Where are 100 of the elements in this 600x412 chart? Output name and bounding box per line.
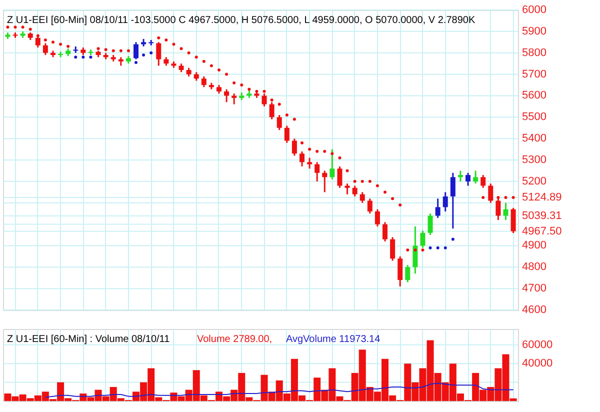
candlestick (352, 184, 358, 198)
point (51, 40, 54, 44)
point (248, 88, 251, 91)
point (398, 204, 402, 206)
candlestick (344, 182, 350, 196)
point (451, 238, 454, 241)
point (360, 180, 364, 183)
point (150, 51, 153, 54)
candlestick (428, 212, 433, 236)
candlestick (442, 191, 448, 212)
point (270, 98, 274, 102)
y-tick-label: 5900 (522, 25, 546, 38)
candlestick (201, 76, 206, 88)
point (444, 246, 447, 250)
y-tick-label: 5700 (522, 68, 546, 80)
candlestick (292, 138, 297, 156)
y-tick-label: 60000 (522, 338, 553, 351)
point (482, 196, 485, 199)
y-tick-label: 5500 (522, 111, 546, 124)
point (82, 56, 85, 59)
point (6, 26, 10, 29)
point (255, 90, 258, 93)
candlestick (473, 170, 478, 184)
y-tick-label: 40000 (522, 358, 553, 370)
y-tick-label: 5400 (522, 132, 546, 145)
y-tick-label: 5800 (522, 46, 546, 59)
point (278, 102, 281, 106)
point (406, 248, 410, 252)
candlestick (374, 208, 380, 228)
point (368, 180, 372, 183)
point (164, 38, 168, 42)
point (316, 150, 319, 153)
point (74, 56, 78, 59)
y-tick-label: 4900 (522, 240, 546, 252)
candlestick (488, 182, 494, 204)
point (104, 48, 108, 52)
candlestick (156, 41, 162, 66)
point (134, 61, 138, 64)
candlestick (35, 34, 40, 48)
candlestick (42, 42, 48, 56)
point (330, 152, 334, 156)
point (323, 150, 326, 153)
point (44, 38, 47, 42)
point (436, 246, 440, 250)
point (21, 26, 24, 29)
point (300, 141, 304, 144)
candlestick (300, 150, 304, 168)
point (202, 60, 206, 63)
point (428, 246, 432, 250)
point (353, 180, 356, 183)
point (14, 26, 17, 29)
y-tick-label: 5124.89 (522, 192, 562, 204)
candlestick (496, 198, 501, 221)
point (180, 47, 183, 50)
candlestick (232, 92, 237, 106)
point (157, 36, 160, 40)
candlestick (322, 170, 328, 193)
point (512, 196, 515, 199)
candlestick (367, 198, 372, 214)
point (172, 42, 176, 46)
y-tick-label: 4700 (522, 282, 546, 295)
candlestick (466, 172, 471, 186)
point (240, 84, 244, 86)
candlestick (133, 41, 138, 60)
y-tick-label: 6000 (522, 4, 546, 16)
line-series (44, 382, 514, 398)
point (414, 248, 417, 252)
candlestick (450, 172, 456, 230)
point (391, 197, 394, 200)
point (496, 196, 500, 199)
y-tick-label: 4800 (522, 261, 546, 274)
candlestick (435, 198, 440, 219)
point (96, 47, 100, 50)
y-tick-label: 5600 (522, 90, 546, 102)
point (292, 118, 296, 121)
candlestick (480, 174, 486, 189)
point (308, 148, 312, 151)
candlestick (458, 170, 463, 182)
text: Z U1-EEI [60-Min] : Volume 08/10/11 (7, 334, 170, 345)
candlestick (398, 256, 403, 288)
candlestick (390, 236, 396, 262)
point (36, 34, 40, 38)
candlestick (224, 88, 230, 103)
point (126, 49, 130, 52)
point (59, 42, 62, 46)
candlestick (262, 92, 267, 108)
candlestick (269, 101, 274, 120)
candlestick (330, 148, 335, 180)
candlestick (314, 161, 320, 182)
point (119, 49, 122, 52)
point (112, 49, 115, 52)
candlestick (405, 264, 410, 283)
text: AvgVolume 11973.14 (286, 334, 381, 345)
point (225, 72, 228, 76)
point (346, 169, 349, 172)
candlestick (284, 124, 290, 144)
candlestick (503, 202, 508, 221)
y-tick-label: 4967.50 (522, 225, 562, 238)
point (89, 56, 92, 59)
point (384, 190, 387, 194)
